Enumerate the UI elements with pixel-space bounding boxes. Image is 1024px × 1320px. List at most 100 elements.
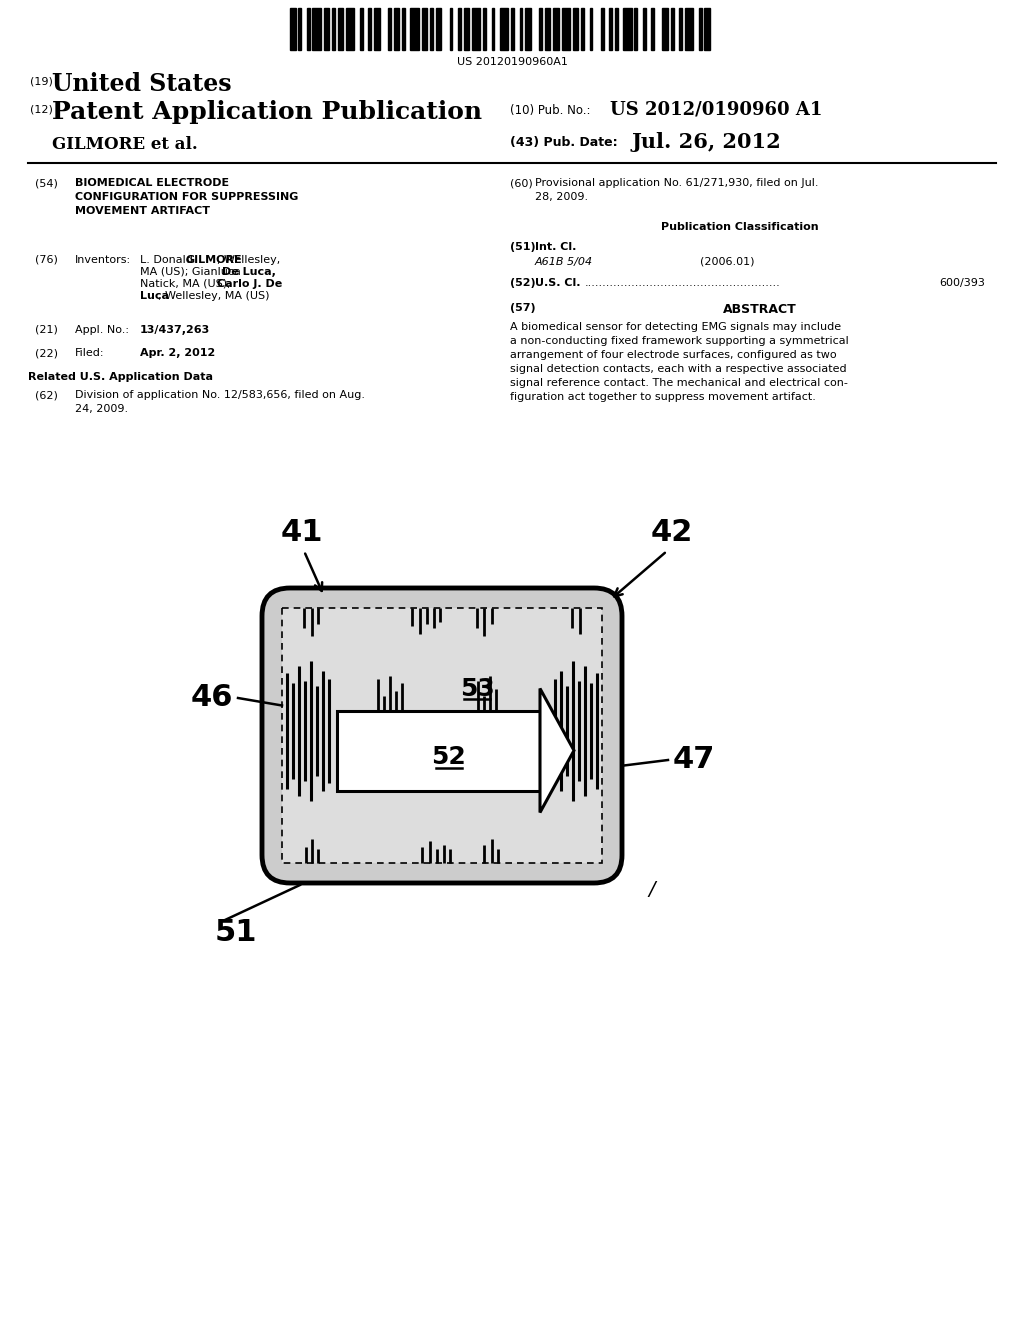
- Text: 41: 41: [281, 517, 324, 546]
- Text: (10) Pub. No.:: (10) Pub. No.:: [510, 104, 591, 117]
- Bar: [519, 8, 522, 50]
- Text: L. Donald: L. Donald: [140, 255, 197, 265]
- Bar: [422, 8, 427, 50]
- Text: , Wellesley,: , Wellesley,: [217, 255, 281, 265]
- Bar: [698, 8, 701, 50]
- Text: 52: 52: [431, 746, 466, 770]
- Bar: [609, 8, 612, 50]
- Bar: [307, 8, 309, 50]
- Bar: [435, 8, 441, 50]
- Text: , Wellesley, MA (US): , Wellesley, MA (US): [158, 290, 269, 301]
- Text: (51): (51): [510, 242, 536, 252]
- Bar: [572, 8, 579, 50]
- Text: US 2012/0190960 A1: US 2012/0190960 A1: [610, 100, 822, 117]
- Bar: [561, 8, 570, 50]
- Bar: [312, 8, 321, 50]
- Bar: [338, 8, 343, 50]
- Bar: [332, 8, 335, 50]
- Text: 47: 47: [673, 746, 716, 775]
- Bar: [411, 8, 419, 50]
- Text: (60): (60): [510, 178, 532, 187]
- Text: Carlo J. De: Carlo J. De: [217, 279, 283, 289]
- Bar: [464, 8, 469, 50]
- Text: (54): (54): [35, 178, 58, 187]
- Text: Provisional application No. 61/271,930, filed on Jul.
28, 2009.: Provisional application No. 61/271,930, …: [535, 178, 818, 202]
- Bar: [298, 8, 301, 50]
- Bar: [402, 8, 404, 50]
- Text: Int. Cl.: Int. Cl.: [535, 242, 577, 252]
- Text: ABSTRACT: ABSTRACT: [723, 304, 797, 315]
- Text: Inventors:: Inventors:: [75, 255, 131, 265]
- Bar: [450, 8, 453, 50]
- Text: Appl. No.:: Appl. No.:: [75, 325, 129, 335]
- Text: United States: United States: [52, 73, 231, 96]
- Bar: [679, 8, 682, 50]
- Text: U.S. Cl.: U.S. Cl.: [535, 279, 581, 288]
- Text: De Luca,: De Luca,: [222, 267, 275, 277]
- Bar: [651, 8, 654, 50]
- Bar: [525, 8, 530, 50]
- Bar: [324, 8, 329, 50]
- Bar: [624, 8, 632, 50]
- Bar: [545, 8, 551, 50]
- Text: ......................................................: ........................................…: [585, 279, 780, 288]
- Text: US 20120190960A1: US 20120190960A1: [457, 57, 567, 67]
- Text: Related U.S. Application Data: Related U.S. Application Data: [28, 372, 213, 381]
- Bar: [388, 8, 391, 50]
- Bar: [492, 8, 495, 50]
- Bar: [601, 8, 603, 50]
- Text: (21): (21): [35, 325, 58, 335]
- Bar: [290, 8, 296, 50]
- Text: (76): (76): [35, 255, 58, 265]
- Bar: [643, 8, 645, 50]
- Text: BIOMEDICAL ELECTRODE
CONFIGURATION FOR SUPPRESSING
MOVEMENT ARTIFACT: BIOMEDICAL ELECTRODE CONFIGURATION FOR S…: [75, 178, 298, 216]
- Text: Natick, MA (US);: Natick, MA (US);: [140, 279, 234, 289]
- Bar: [635, 8, 637, 50]
- Bar: [671, 8, 674, 50]
- Text: A biomedical sensor for detecting EMG signals may include
a non-conducting fixed: A biomedical sensor for detecting EMG si…: [510, 322, 849, 403]
- Bar: [337, 710, 540, 791]
- Bar: [663, 8, 668, 50]
- Bar: [540, 8, 542, 50]
- Text: 46: 46: [190, 684, 233, 713]
- Text: Publication Classification: Publication Classification: [662, 222, 819, 232]
- Bar: [590, 8, 593, 50]
- Text: Patent Application Publication: Patent Application Publication: [52, 100, 482, 124]
- Text: A61B 5/04: A61B 5/04: [535, 257, 593, 267]
- Text: Luca: Luca: [140, 290, 169, 301]
- Text: (12): (12): [30, 104, 53, 114]
- Text: Division of application No. 12/583,656, filed on Aug.
24, 2009.: Division of application No. 12/583,656, …: [75, 389, 365, 414]
- Text: 51: 51: [215, 917, 257, 946]
- Text: MA (US); Gianluca: MA (US); Gianluca: [140, 267, 245, 277]
- Text: (19): (19): [30, 77, 53, 86]
- Text: (52): (52): [510, 279, 536, 288]
- Bar: [500, 8, 508, 50]
- Text: Jul. 26, 2012: Jul. 26, 2012: [632, 132, 781, 152]
- Bar: [553, 8, 559, 50]
- Bar: [360, 8, 362, 50]
- Text: GILMORE: GILMORE: [185, 255, 242, 265]
- Text: (2006.01): (2006.01): [700, 257, 755, 267]
- Text: /: /: [648, 880, 654, 899]
- Bar: [374, 8, 380, 50]
- Bar: [483, 8, 486, 50]
- Bar: [346, 8, 354, 50]
- Polygon shape: [540, 689, 574, 813]
- FancyBboxPatch shape: [262, 587, 622, 883]
- Bar: [511, 8, 514, 50]
- Bar: [582, 8, 584, 50]
- Bar: [430, 8, 433, 50]
- Bar: [458, 8, 461, 50]
- Text: (57): (57): [510, 304, 536, 313]
- Text: (62): (62): [35, 389, 58, 400]
- Text: 53: 53: [460, 676, 495, 701]
- Text: GILMORE et al.: GILMORE et al.: [52, 136, 198, 153]
- Bar: [393, 8, 399, 50]
- Text: Filed:: Filed:: [75, 348, 104, 358]
- Text: 600/393: 600/393: [939, 279, 985, 288]
- Text: 13/437,263: 13/437,263: [140, 325, 210, 335]
- Bar: [685, 8, 693, 50]
- Text: Apr. 2, 2012: Apr. 2, 2012: [140, 348, 215, 358]
- Text: 42: 42: [651, 517, 693, 546]
- Text: (43) Pub. Date:: (43) Pub. Date:: [510, 136, 617, 149]
